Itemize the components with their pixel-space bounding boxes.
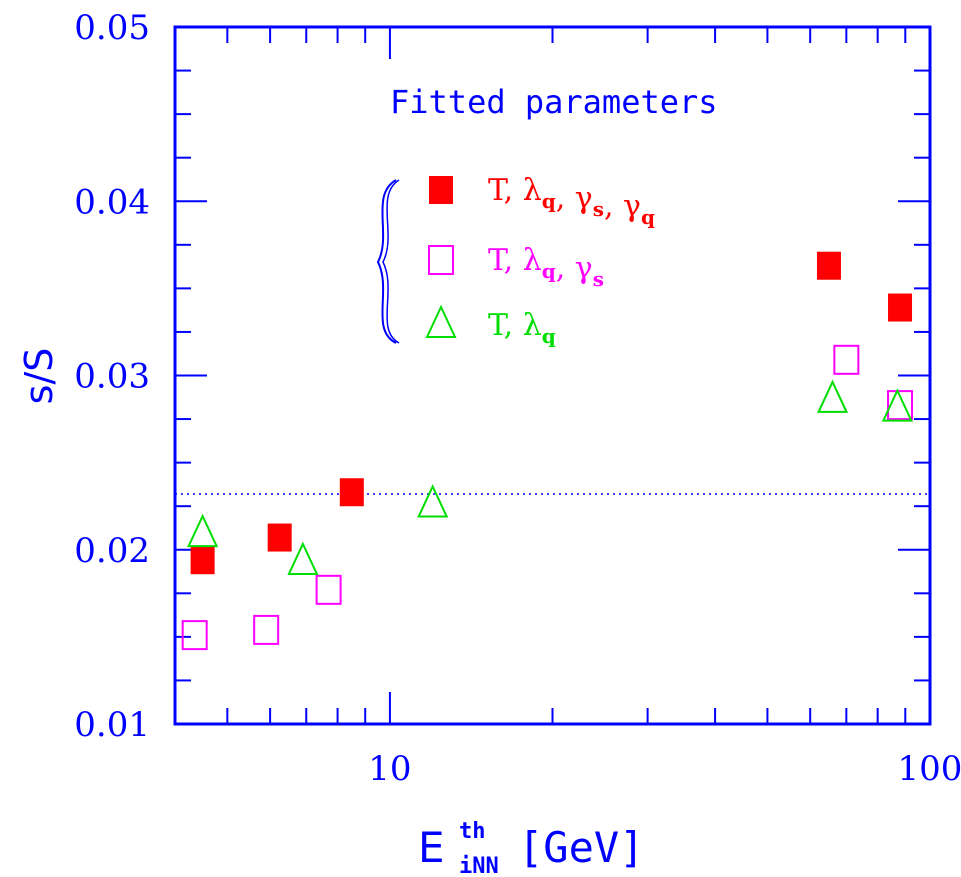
x-axis-label: E th iNN [GeV] <box>418 819 644 877</box>
x-tick-label: 10 <box>368 749 411 789</box>
data-point <box>181 620 208 651</box>
data-point <box>887 390 914 421</box>
y-tick-label: 0.02 <box>74 531 150 571</box>
data-point <box>267 523 292 552</box>
legend-entries: T, λq, γs, γq T, λq, γs T, λq <box>425 173 655 348</box>
data-point <box>833 344 860 375</box>
x-axis-label-main: E <box>418 823 445 872</box>
data-point <box>253 614 280 645</box>
legend-marker <box>425 304 457 338</box>
data-point <box>881 388 913 422</box>
legend-marker <box>429 176 453 204</box>
data-point <box>190 546 215 575</box>
legend-bracket <box>376 179 400 344</box>
legend-label: T, λq <box>488 308 556 348</box>
plot-frame <box>173 25 932 726</box>
y-tick-label: 0.03 <box>74 357 150 397</box>
data-point <box>816 379 849 413</box>
legend-label: T, λq, γs, γq <box>488 173 655 229</box>
axis-ticks <box>174 26 930 725</box>
data-point <box>287 541 319 575</box>
y-tick-labels: 0.01 0.02 0.03 0.04 0.05 <box>74 8 150 745</box>
y-tick-label: 0.04 <box>74 182 150 222</box>
legend-title: Fitted parameters <box>390 83 718 121</box>
x-axis-label-unit: [GeV] <box>518 823 644 872</box>
x-tick-label: 100 <box>898 749 961 789</box>
data-point <box>315 574 342 605</box>
y-axis-label: s/S <box>17 348 61 405</box>
data-point <box>816 251 841 280</box>
data-points <box>181 251 914 651</box>
x-axis-label-superscript: th <box>459 819 486 844</box>
data-point <box>888 293 913 322</box>
x-tick-labels: 10 100 <box>368 749 961 789</box>
y-tick-label: 0.01 <box>74 705 150 745</box>
x-axis-label-subscript: iNN <box>459 854 499 877</box>
y-tick-label: 0.05 <box>74 8 150 48</box>
legend-label: T, λq, γs <box>488 243 604 291</box>
data-point <box>339 478 364 507</box>
data-point <box>417 484 449 518</box>
legend-marker <box>428 245 454 275</box>
data-point <box>187 513 219 548</box>
